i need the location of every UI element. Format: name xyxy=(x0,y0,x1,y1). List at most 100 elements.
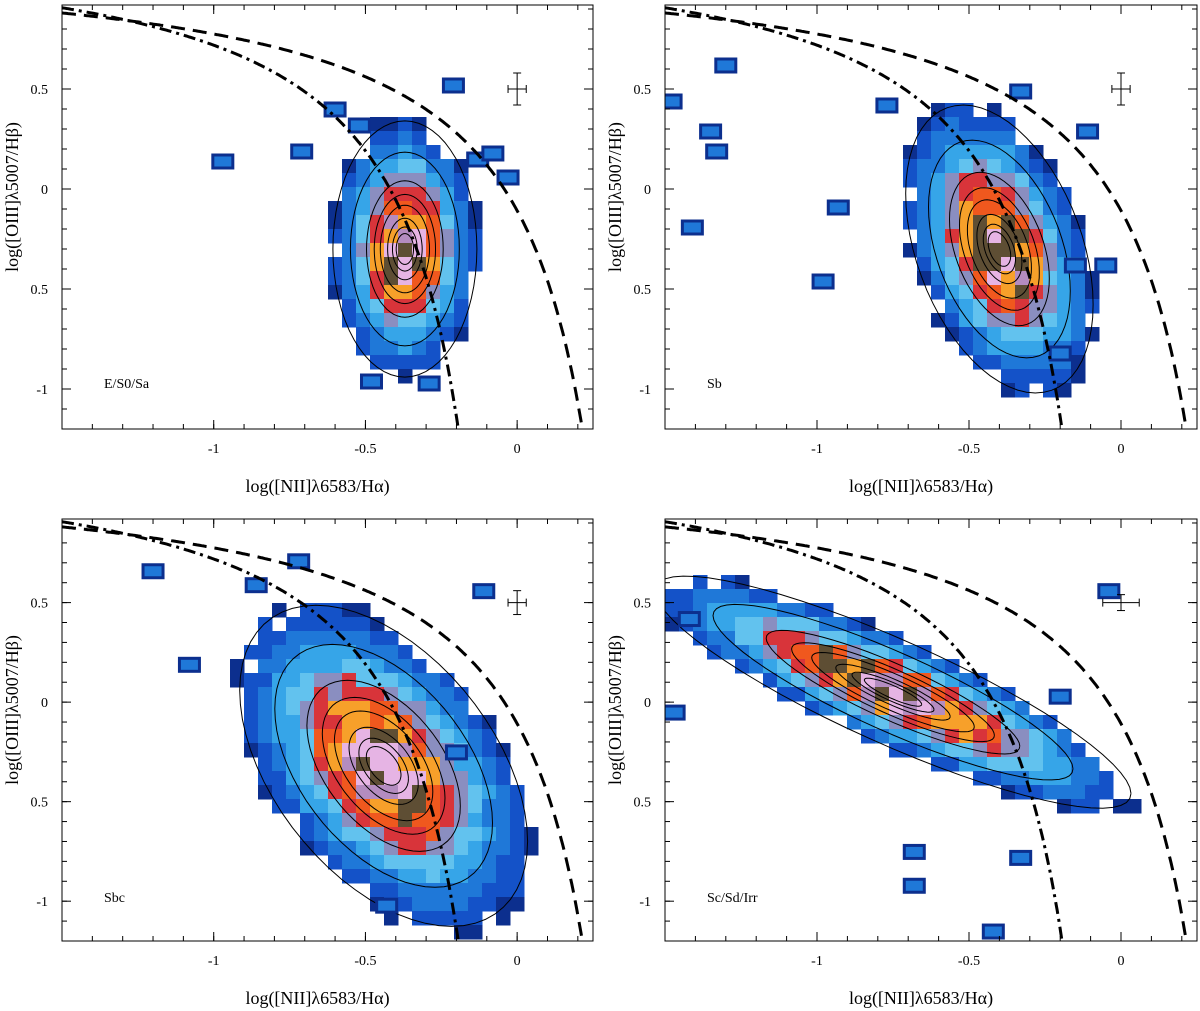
density-cell xyxy=(412,715,427,730)
density-cell xyxy=(1071,757,1086,772)
density-cell xyxy=(412,355,427,370)
density-cell xyxy=(454,897,469,912)
density-cell xyxy=(440,285,455,300)
density-contour xyxy=(349,151,460,347)
plot-frame xyxy=(664,518,1198,942)
density-cell xyxy=(328,813,343,828)
outlier-point xyxy=(705,143,729,160)
density-cell xyxy=(370,799,385,814)
density-cell xyxy=(272,743,287,758)
density-cell xyxy=(1085,299,1100,314)
density-cell xyxy=(384,229,399,244)
density-contour xyxy=(365,745,402,786)
density-cell xyxy=(805,673,820,688)
density-cell xyxy=(917,659,932,674)
density-cell xyxy=(973,131,988,146)
density-cell xyxy=(496,841,511,856)
density-cell xyxy=(370,355,385,370)
density-cell xyxy=(945,285,960,300)
density-cell xyxy=(777,645,792,660)
density-cell xyxy=(356,201,371,216)
density-cell xyxy=(1057,785,1072,800)
density-cell xyxy=(1057,327,1072,342)
density-cell xyxy=(1029,271,1044,286)
density-cell xyxy=(496,827,511,842)
density-cell xyxy=(1043,757,1058,772)
density-contour xyxy=(665,575,1132,809)
density-cell xyxy=(328,827,343,842)
density-cell xyxy=(328,673,343,688)
density-cell xyxy=(244,715,259,730)
density-cell xyxy=(258,785,273,800)
density-cell xyxy=(286,645,301,660)
kewley-dashed-curve xyxy=(665,525,1188,941)
density-cell xyxy=(482,827,497,842)
density-cell xyxy=(1001,145,1016,160)
density-cell xyxy=(973,743,988,758)
density-cell xyxy=(384,841,399,856)
density-cell xyxy=(1001,271,1016,286)
density-cell xyxy=(1015,729,1030,744)
density-cell xyxy=(272,729,287,744)
outlier-point xyxy=(902,877,926,894)
outlier-point xyxy=(1063,257,1087,274)
outlier-point xyxy=(417,375,441,392)
density-cell xyxy=(805,701,820,716)
density-cell xyxy=(1043,159,1058,174)
density-cell xyxy=(398,355,413,370)
density-cell xyxy=(973,687,988,702)
density-cell xyxy=(398,229,413,244)
density-cell xyxy=(1015,701,1030,716)
density-cell xyxy=(356,617,371,632)
density-cell xyxy=(440,715,455,730)
density-cell xyxy=(314,729,329,744)
density-cell xyxy=(398,173,413,188)
density-cell xyxy=(959,187,974,202)
density-cell xyxy=(931,243,946,258)
density-cell xyxy=(314,799,329,814)
density-cell xyxy=(1085,785,1100,800)
y-tick-label: 0.5 xyxy=(634,83,652,98)
outlier-point xyxy=(826,199,850,216)
density-cell xyxy=(426,257,441,272)
density-contour xyxy=(379,204,430,294)
density-cell xyxy=(426,841,441,856)
density-cell xyxy=(861,617,876,632)
density-cell xyxy=(735,575,750,590)
density-cell xyxy=(510,827,525,842)
density-cell xyxy=(1057,215,1072,230)
density-cell xyxy=(931,729,946,744)
y-tick-label: -1 xyxy=(36,383,48,398)
panel-1: -1 -0.5 0 0.5 0 0.5 -1 E/S0/Sa log([NII]λ6583/Hα… xyxy=(2,4,594,497)
density-cell xyxy=(356,841,371,856)
density-cell xyxy=(777,617,792,632)
density-cell xyxy=(272,701,287,716)
density-cell xyxy=(412,271,427,286)
density-cell xyxy=(987,743,1002,758)
density-cell xyxy=(412,869,427,884)
density-cell xyxy=(398,131,413,146)
density-cell xyxy=(412,327,427,342)
density-cell xyxy=(1001,243,1016,258)
plot-area xyxy=(62,6,584,429)
density-cell xyxy=(342,813,357,828)
density-cell xyxy=(370,757,385,772)
density-cell xyxy=(903,215,918,230)
density-cell xyxy=(384,743,399,758)
density-cell xyxy=(1071,215,1086,230)
density-cell xyxy=(1057,743,1072,758)
density-cell xyxy=(847,631,862,646)
kewley-dashed-curve xyxy=(62,11,584,429)
density-cell xyxy=(384,327,399,342)
outlier-point xyxy=(1009,849,1033,866)
density-cell xyxy=(258,715,273,730)
density-cell xyxy=(440,897,455,912)
density-cell xyxy=(945,159,960,174)
panel-3: -1 -0.5 0 0.5 0 0.5 -1 Sbc log([NII]λ6583/Hα) log… xyxy=(2,518,594,1009)
density-cell xyxy=(721,631,736,646)
density-cell xyxy=(314,785,329,800)
density-cell xyxy=(440,299,455,314)
density-cell xyxy=(426,173,441,188)
density-cell xyxy=(749,617,764,632)
density-cell xyxy=(384,883,399,898)
